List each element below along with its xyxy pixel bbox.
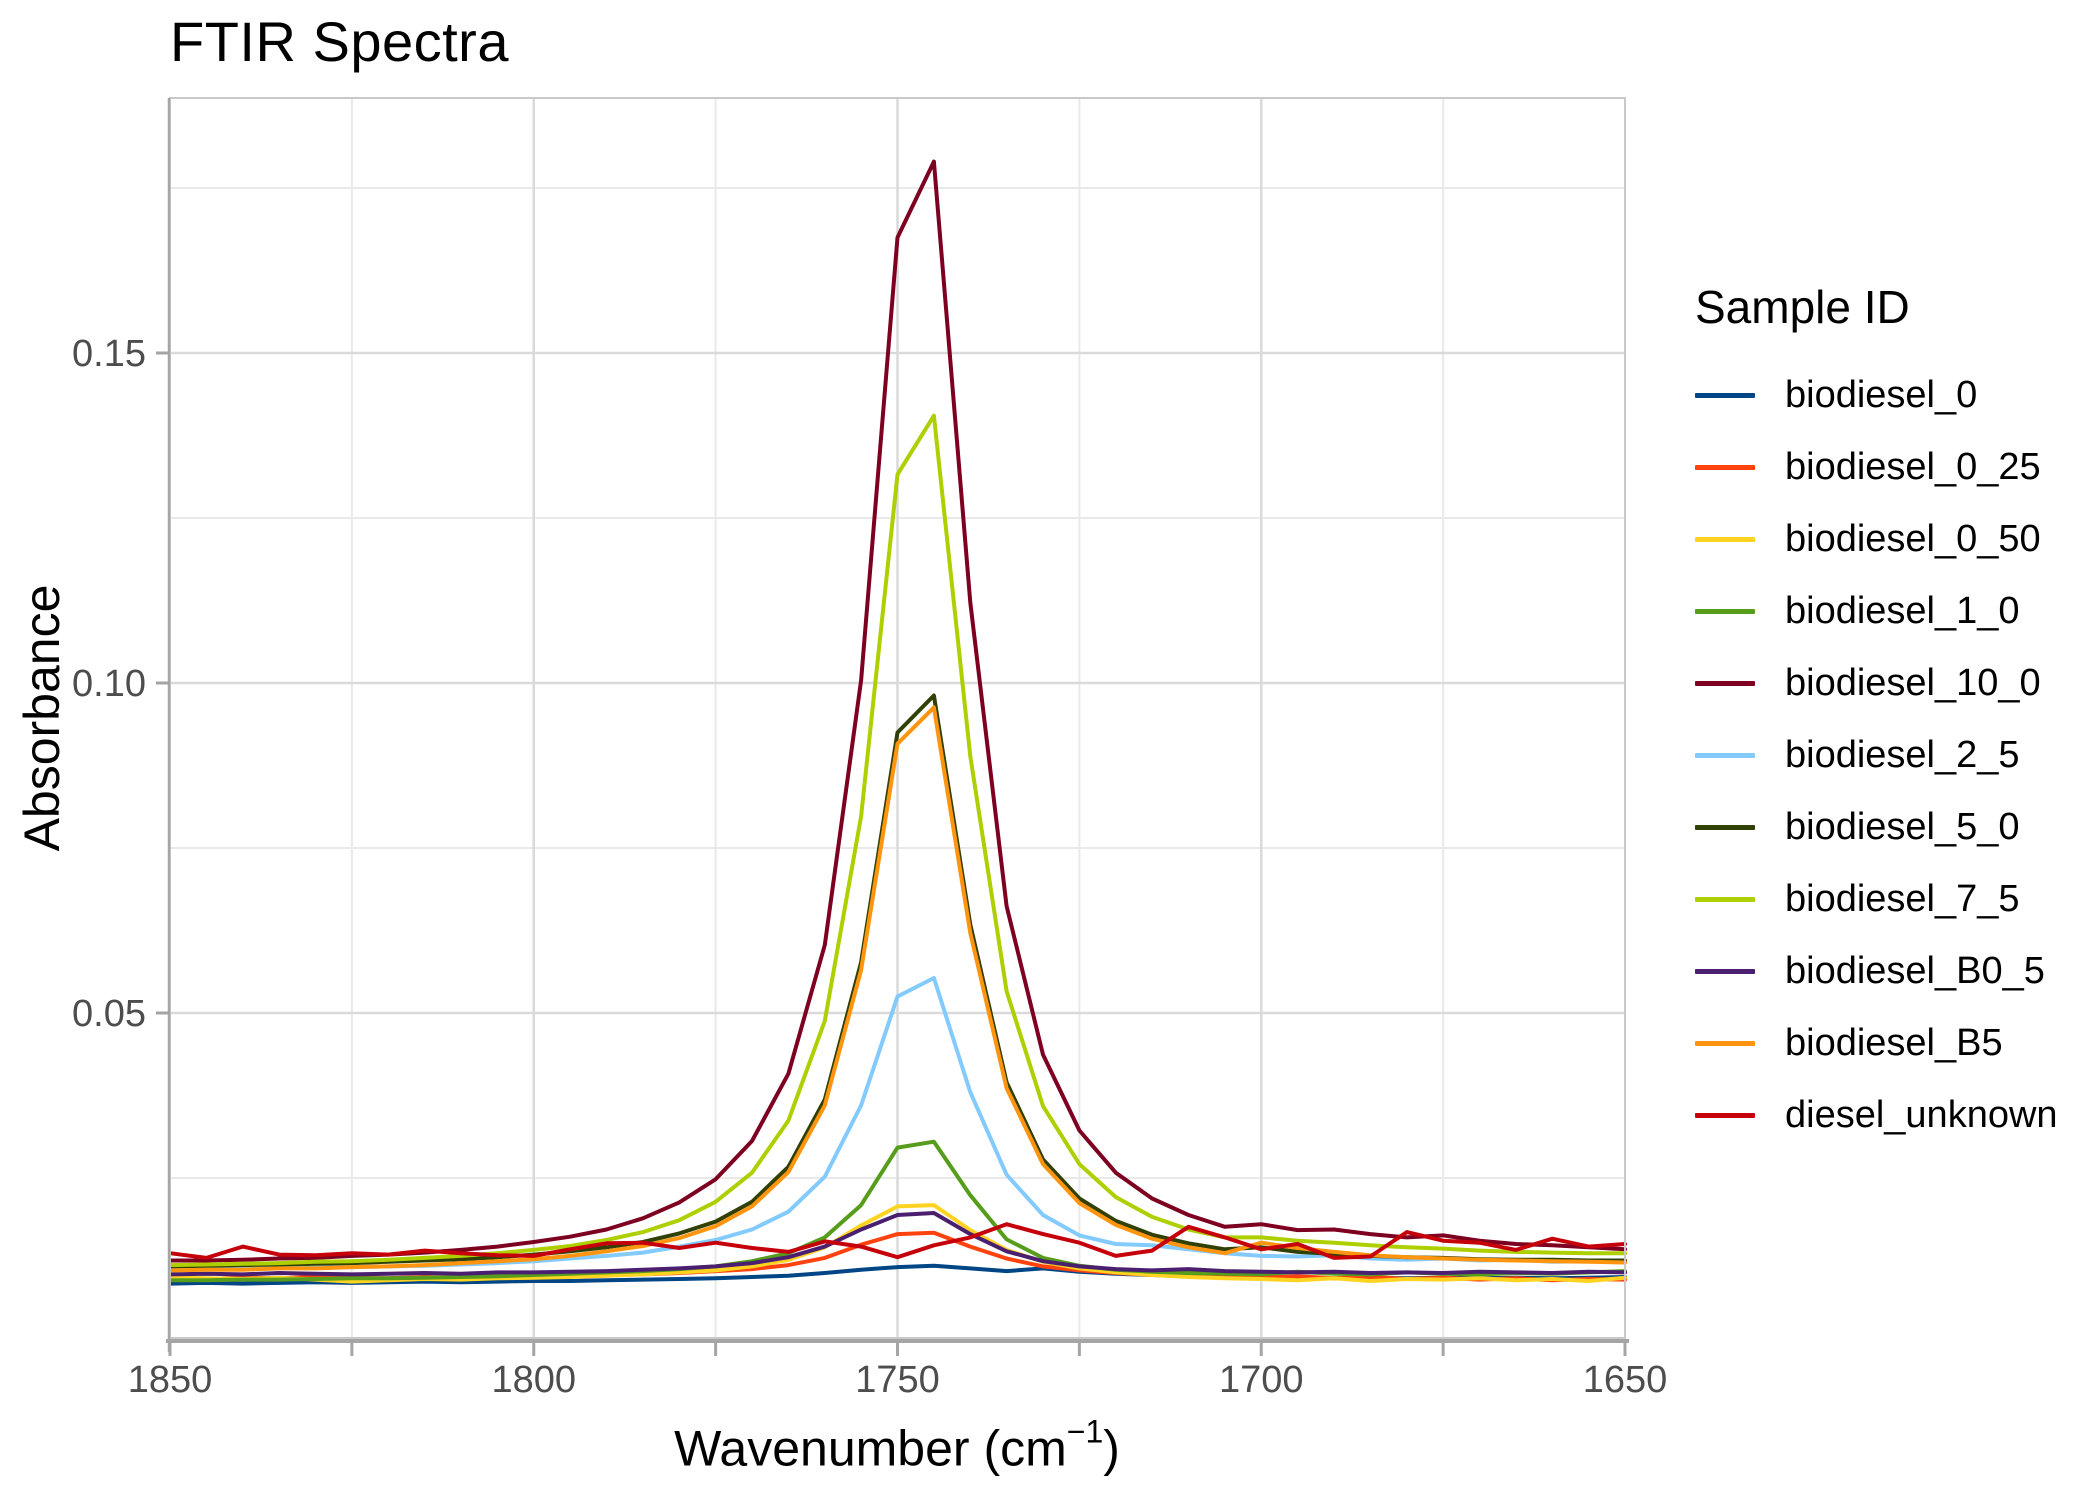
legend-item: biodiesel_0 — [1695, 359, 2058, 431]
series-line-diesel_unknown — [168, 1222, 1627, 1260]
x-tick-label: 1700 — [1219, 1359, 1304, 1401]
legend-swatch — [1695, 392, 1755, 398]
legend-item: biodiesel_7_5 — [1695, 863, 2058, 935]
legend-item: biodiesel_2_5 — [1695, 719, 2058, 791]
legend-item-label: biodiesel_10_0 — [1785, 661, 2041, 704]
chart-title: FTIR Spectra — [170, 10, 509, 73]
series-line-biodiesel_B5 — [168, 705, 1627, 1273]
legend-swatch — [1695, 752, 1755, 758]
legend-swatch — [1695, 680, 1755, 686]
y-tick-label: 0.10 — [72, 663, 146, 705]
y-axis-title: Absorbance — [14, 584, 70, 852]
legend-item-label: biodiesel_B0_5 — [1785, 949, 2045, 992]
legend-title: Sample ID — [1695, 281, 1910, 333]
legend-swatch — [1695, 608, 1755, 614]
legend-swatch — [1695, 824, 1755, 830]
legend-item-label: biodiesel_0_25 — [1785, 445, 2041, 488]
x-tick-label: 1650 — [1583, 1359, 1668, 1401]
x-tick-label: 1800 — [491, 1359, 576, 1401]
legend-item-label: diesel_unknown — [1785, 1093, 2058, 1136]
x-tick-label: 1850 — [128, 1359, 213, 1401]
y-tick-label: 0.15 — [72, 333, 146, 375]
y-tick-label: 0.05 — [72, 993, 146, 1035]
legend-item-label: biodiesel_1_0 — [1785, 589, 2020, 632]
legend-item-label: biodiesel_5_0 — [1785, 805, 2020, 848]
legend-item: biodiesel_B5 — [1695, 1007, 2058, 1079]
x-axis-title-suffix: ) — [1103, 1420, 1120, 1477]
legend-swatch — [1695, 896, 1755, 902]
legend-swatch — [1695, 536, 1755, 542]
legend-item: biodiesel_1_0 — [1695, 575, 2058, 647]
x-axis-title-text: Wavenumber (cm — [674, 1420, 1067, 1477]
x-tick-label: 1750 — [855, 1359, 940, 1401]
legend-item: biodiesel_B0_5 — [1695, 935, 2058, 1007]
legend: Sample ID biodiesel_0 biodiesel_0_25 biodi… — [1695, 280, 2058, 1151]
legend-swatch — [1695, 464, 1755, 470]
legend-swatch — [1695, 1112, 1755, 1118]
legend-item: biodiesel_0_50 — [1695, 503, 2058, 575]
series-line-biodiesel_B0_5 — [168, 1211, 1627, 1277]
legend-item-label: biodiesel_2_5 — [1785, 733, 2020, 776]
legend-item-label: biodiesel_0_50 — [1785, 517, 2041, 560]
legend-item: biodiesel_0_25 — [1695, 431, 2058, 503]
legend-item-label: biodiesel_B5 — [1785, 1021, 2003, 1064]
legend-item-label: biodiesel_7_5 — [1785, 877, 2020, 920]
x-axis-title-superscript: −1 — [1066, 1413, 1104, 1450]
legend-swatch — [1695, 1040, 1755, 1046]
x-axis-title: Wavenumber (cm−1) — [674, 1414, 1120, 1478]
legend-item: biodiesel_10_0 — [1695, 647, 2058, 719]
legend-item: diesel_unknown — [1695, 1079, 2058, 1151]
legend-swatch — [1695, 968, 1755, 974]
legend-item-label: biodiesel_0 — [1785, 373, 1978, 416]
legend-item: biodiesel_5_0 — [1695, 791, 2058, 863]
